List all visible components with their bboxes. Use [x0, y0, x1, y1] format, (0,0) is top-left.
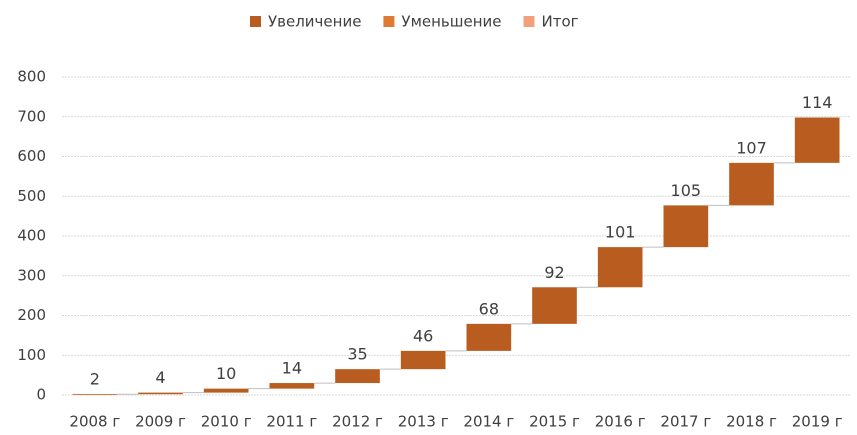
x-tick-label: 2012 г: [332, 413, 383, 431]
data-label: 68: [479, 299, 499, 318]
data-label: 107: [736, 138, 767, 157]
bar: [72, 394, 118, 395]
x-tick-label: 2009 г: [135, 413, 186, 431]
data-label: 14: [282, 359, 302, 378]
x-tick-label: 2011 г: [266, 413, 317, 431]
bar: [532, 287, 577, 324]
y-tick-label: 500: [17, 187, 46, 205]
bar: [729, 162, 774, 206]
data-label: 92: [544, 263, 564, 282]
x-tick-label: 2017 г: [660, 413, 711, 431]
x-tick-label: 2019 г: [792, 413, 843, 431]
bar: [400, 350, 446, 370]
data-label: 101: [605, 223, 636, 242]
x-tick-label: 2008 г: [69, 413, 120, 431]
legend-swatch: [523, 16, 535, 27]
data-label: 10: [216, 364, 236, 383]
bar: [203, 388, 249, 393]
legend-label: Увеличение: [268, 13, 361, 31]
bar: [663, 205, 709, 248]
data-label: 46: [413, 326, 433, 345]
legend-swatch: [383, 16, 395, 27]
bar: [269, 383, 315, 389]
legend-label: Итог: [542, 13, 579, 31]
x-tick-label: 2010 г: [201, 413, 252, 431]
x-tick-label: 2018 г: [726, 413, 777, 431]
y-tick-label: 200: [17, 306, 46, 324]
data-label: 35: [347, 345, 367, 364]
y-tick-label: 800: [17, 68, 46, 86]
bar: [335, 369, 380, 384]
bar: [466, 323, 512, 351]
bar: [794, 117, 840, 163]
data-label: 4: [155, 368, 165, 387]
y-tick-label: 600: [17, 147, 46, 165]
bar: [138, 392, 183, 395]
x-tick-label: 2014 г: [463, 413, 514, 431]
y-tick-label: 400: [17, 227, 46, 245]
y-tick-label: 700: [17, 107, 46, 125]
bar: [597, 247, 643, 288]
y-tick-label: 0: [36, 386, 46, 404]
y-tick-label: 100: [17, 346, 46, 364]
legend-swatch: [250, 16, 261, 27]
data-label: 2: [90, 370, 100, 389]
x-tick-label: 2015 г: [529, 413, 580, 431]
y-tick-label: 300: [17, 266, 46, 284]
legend-label: Уменьшение: [401, 13, 501, 31]
x-tick-label: 2013 г: [398, 413, 449, 431]
data-label: 105: [671, 181, 702, 200]
x-tick-label: 2016 г: [595, 413, 646, 431]
data-label: 114: [802, 93, 833, 112]
